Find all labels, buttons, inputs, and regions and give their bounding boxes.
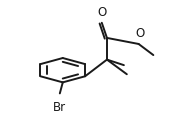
Text: O: O <box>135 27 145 40</box>
Text: Br: Br <box>53 101 66 114</box>
Text: O: O <box>97 6 106 19</box>
